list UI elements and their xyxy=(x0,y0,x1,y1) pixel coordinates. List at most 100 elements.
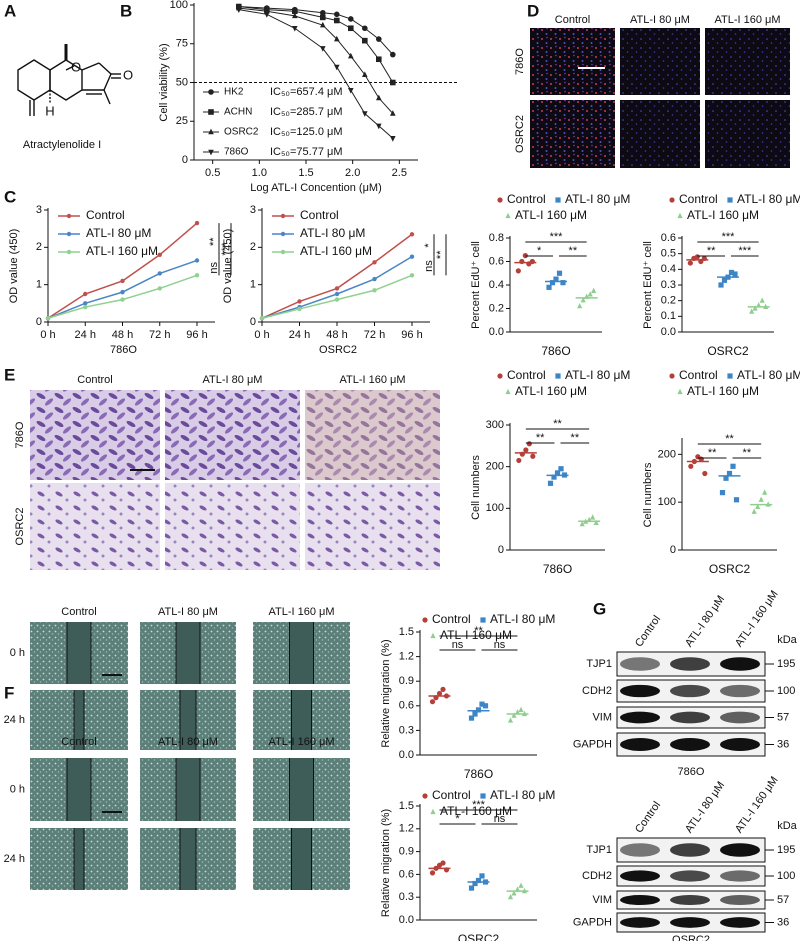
lane-label: ATL-I 80 μM xyxy=(683,593,727,649)
x-tick-label: 0 h xyxy=(40,329,55,341)
y-tick-label: 1 xyxy=(36,279,42,291)
marker xyxy=(702,470,708,477)
significance-label: ** xyxy=(569,245,578,257)
marker xyxy=(320,46,326,52)
x-tick-label: 24 h xyxy=(75,329,96,341)
lane-label: ATL-I 160 μM xyxy=(733,774,781,835)
marker xyxy=(475,877,482,884)
y-axis-title: Cell numbers xyxy=(642,462,654,527)
marker xyxy=(297,299,302,304)
size-label: 100 xyxy=(777,685,795,697)
image-row-label: 786O xyxy=(14,421,26,448)
scratch-gap xyxy=(180,690,196,750)
marker xyxy=(320,9,326,16)
marker xyxy=(518,706,524,712)
compound-name: Atractylenolide I xyxy=(23,139,101,151)
legend-label: ATL-I 80 μM xyxy=(737,192,800,206)
edu-image xyxy=(705,28,790,95)
marker xyxy=(546,284,552,290)
size-label: 36 xyxy=(777,738,789,750)
marker xyxy=(372,260,377,265)
marker xyxy=(409,254,415,259)
marker xyxy=(547,480,554,486)
legend-label: ATL-I 80 μM xyxy=(737,368,800,382)
legend-label: HK2 xyxy=(224,87,244,98)
marker xyxy=(762,489,768,495)
panel-label: A xyxy=(4,1,16,20)
significance-label: ** xyxy=(571,432,580,444)
legend-label: ATL-I 80 μM xyxy=(86,226,151,240)
x-tick-label: 0.5 xyxy=(205,167,220,179)
y-tick-label: 100 xyxy=(486,502,504,514)
y-tick-label: 0.3 xyxy=(399,724,414,736)
y-tick-label: 0 xyxy=(250,316,256,328)
scratch-gap xyxy=(74,690,84,750)
y-tick-label: 0.3 xyxy=(399,891,414,903)
marker xyxy=(511,712,517,718)
marker xyxy=(120,278,125,284)
legend-label: ATL-I 80 μM xyxy=(565,368,630,382)
legend-label: ATL-I 80 μM xyxy=(300,226,365,240)
image-column-label: Control xyxy=(61,736,96,748)
legend-label: ATL-I 80 μM xyxy=(490,612,555,626)
scratch-gap xyxy=(291,828,312,890)
marker xyxy=(551,474,557,480)
marker xyxy=(409,273,415,278)
y-tick-label: 0.6 xyxy=(399,700,414,712)
x-axis-title: Log ATL-I Concention (μM) xyxy=(250,182,381,194)
y-tick-label: 1 xyxy=(250,279,256,291)
marker xyxy=(362,25,368,32)
marker xyxy=(590,514,596,520)
marker xyxy=(560,280,566,286)
y-axis-title: OD value (450) xyxy=(8,229,20,304)
blot-band xyxy=(670,870,710,882)
marker xyxy=(236,7,242,14)
marker xyxy=(516,457,522,464)
marker xyxy=(479,701,485,707)
image-column-label: Control xyxy=(77,374,112,386)
significance-label: ** xyxy=(707,245,716,257)
legend-label: Control xyxy=(86,208,125,222)
y-tick-label: 100 xyxy=(170,0,188,11)
marker xyxy=(558,466,564,472)
marker xyxy=(390,79,396,86)
marker xyxy=(591,287,597,293)
edu-image xyxy=(620,100,700,168)
marker xyxy=(726,470,733,477)
blot-band xyxy=(720,843,760,857)
y-tick-label: 0 xyxy=(498,544,504,556)
y-tick-label: 2 xyxy=(36,241,42,253)
y-tick-label: 0.6 xyxy=(489,255,504,267)
marker xyxy=(727,373,733,379)
blot-band xyxy=(720,917,760,928)
y-tick-label: 2 xyxy=(250,241,256,253)
marker xyxy=(718,282,724,288)
marker xyxy=(556,270,563,276)
blot-caption: OSRC2 xyxy=(672,934,710,941)
y-tick-label: 3 xyxy=(250,204,256,216)
blot-band xyxy=(720,738,760,751)
blot-band xyxy=(720,657,760,671)
significance-label: *** xyxy=(472,799,486,811)
marker xyxy=(554,470,561,476)
legend-marker xyxy=(66,231,72,237)
blot-band xyxy=(620,917,660,928)
edu-image xyxy=(530,100,615,168)
significance-label: *** xyxy=(220,242,232,256)
y-axis-title: Cell viability (%) xyxy=(158,43,170,121)
y-axis-title: OD value (450) xyxy=(222,229,234,304)
legend-label: Control xyxy=(679,192,718,206)
marker xyxy=(549,280,556,286)
blot-band xyxy=(670,843,710,857)
y-tick-label: 0.4 xyxy=(661,263,676,275)
x-tick-label: 48 h xyxy=(112,329,133,341)
x-axis-title: OSRC2 xyxy=(319,344,357,356)
image-column-label: ATL-I 80 μM xyxy=(203,374,263,386)
marker xyxy=(480,793,486,799)
significance-label: ** xyxy=(435,250,447,259)
protein-label: VIM xyxy=(592,894,612,906)
marker xyxy=(580,297,586,303)
legend-label: Control xyxy=(507,368,546,382)
series-line xyxy=(238,9,394,139)
x-tick-label: 48 h xyxy=(326,329,347,341)
